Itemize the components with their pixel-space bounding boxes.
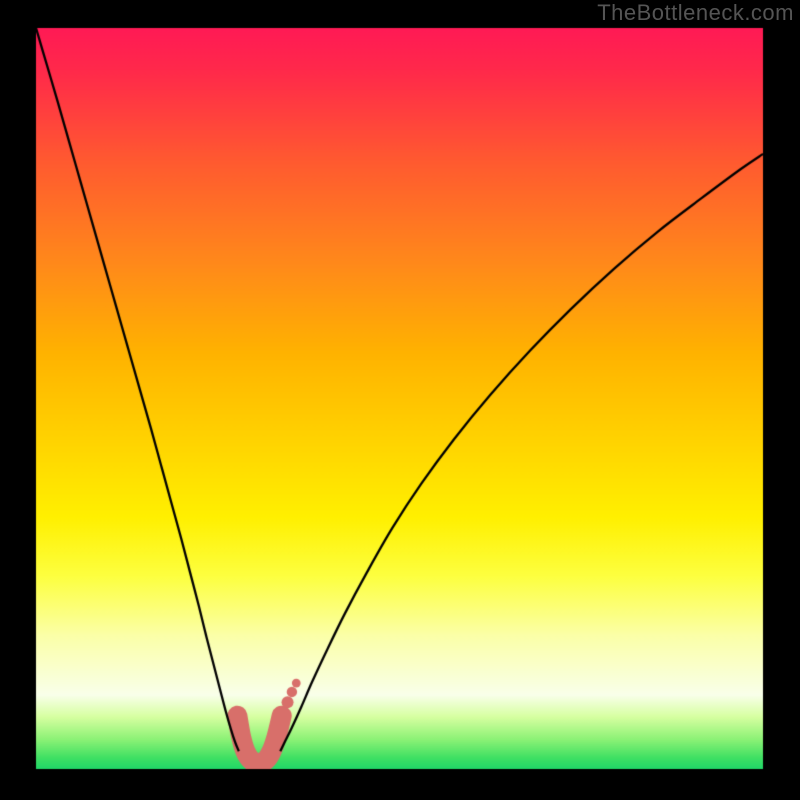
bottleneck-dip-chart (0, 0, 800, 800)
watermark-label: TheBottleneck.com (597, 0, 794, 26)
chart-stage: TheBottleneck.com (0, 0, 800, 800)
